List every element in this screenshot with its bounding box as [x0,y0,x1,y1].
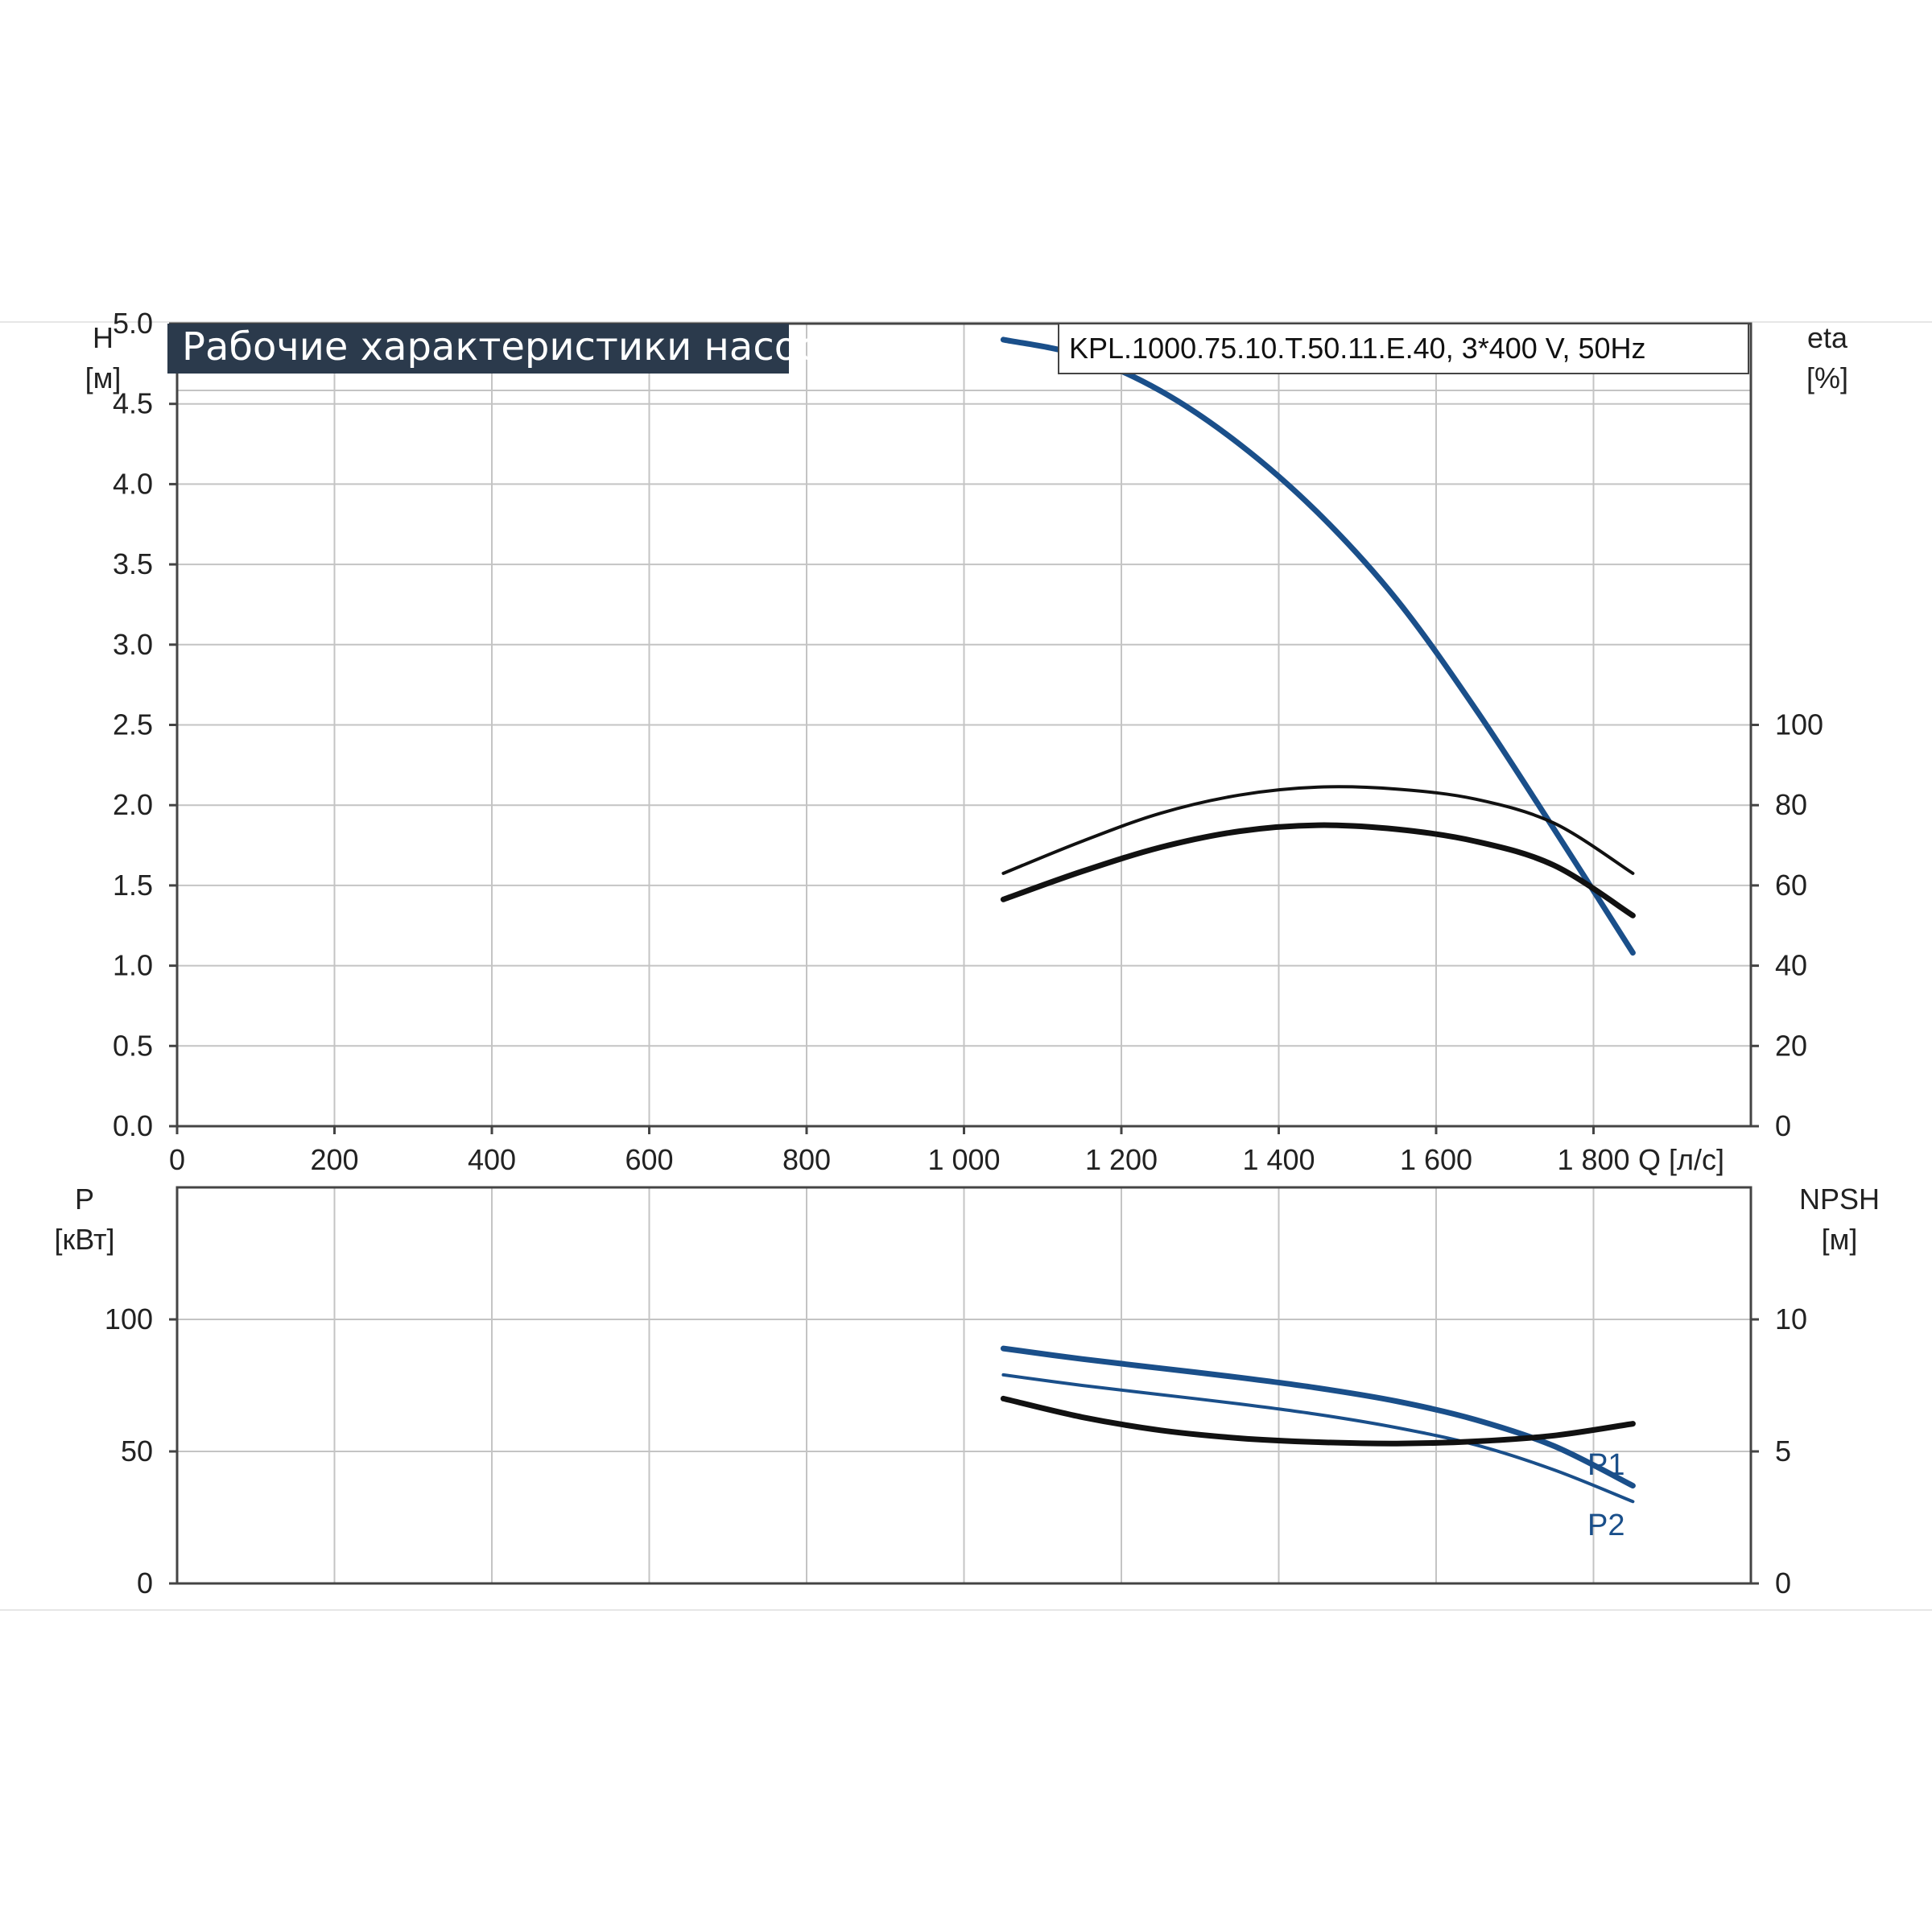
series-label-p2: P2 [1587,1509,1624,1542]
lower-plot-grid [169,1187,1759,1585]
upper-plot-grid [169,322,1759,1134]
lower-y-tick-label: 50 [121,1435,153,1468]
lower-y-tick-label: 100 [105,1302,153,1335]
x-tick-label: 200 [310,1143,358,1176]
lower-y-tick-label: 0 [137,1567,153,1600]
lower-series-line-2 [1000,1395,1636,1447]
series-label-p1: P1 [1587,1448,1624,1482]
upper-y-tick-label: 3.5 [113,547,153,580]
upper-y2-tick-label: 60 [1775,869,1807,902]
lower-y2-tick-label: 10 [1775,1302,1807,1335]
upper-y-tick-label: 2.0 [113,788,153,821]
lower-y-axis-unit: [кВт] [54,1223,114,1256]
upper-y-tick-label: 1.0 [113,949,153,982]
upper-y-tick-label: 0.0 [113,1109,153,1142]
x-tick-label: 1 000 [927,1143,1000,1176]
x-tick-label: 1 200 [1085,1143,1158,1176]
lower-y2-tick-label: 0 [1775,1567,1791,1600]
upper-y2-axis-label: eta [1807,321,1848,354]
upper-y-tick-label: 4.5 [113,387,153,420]
x-tick-label: 1 400 [1242,1143,1315,1176]
upper-y-tick-label: 2.5 [113,708,153,741]
upper-y-tick-label: 3.0 [113,628,153,661]
x-tick-label: 400 [468,1143,516,1176]
lower-y2-axis-label: NPSH [1799,1183,1880,1216]
chart-title-banner [167,324,789,374]
upper-series-line-2 [1000,822,1636,919]
x-tick-label: 1 800 [1557,1143,1629,1176]
upper-y-axis-label: H [93,321,114,354]
lower-y-axis-label: P [75,1183,94,1216]
upper-y-tick-label: 0.5 [113,1029,153,1062]
lower-series-line-p2 [1001,1373,1635,1504]
upper-plot-frame [175,322,1752,1128]
model-box [1058,323,1749,374]
upper-y2-axis-unit: [%] [1806,361,1848,394]
lower-y2-axis-unit: [м] [1822,1223,1858,1256]
upper-y-tick-label: 5.0 [113,307,153,340]
upper-y2-tick-label: 40 [1775,949,1807,982]
upper-y2-tick-label: 0 [1775,1109,1791,1142]
lower-y2-tick-label: 5 [1775,1435,1791,1468]
upper-y2-tick-label: 100 [1775,708,1823,741]
x-axis-label: Q [л/с] [1638,1143,1724,1176]
x-tick-label: 1 600 [1400,1143,1472,1176]
upper-y2-tick-label: 80 [1775,788,1807,821]
x-tick-label: 600 [625,1143,673,1176]
upper-y2-tick-label: 20 [1775,1029,1807,1062]
upper-series-group [1000,336,1636,956]
x-tick-label: 800 [782,1143,831,1176]
pump-model-label: KPL.1000.75.10.T.50.11.E.40, 3*400 V, 50… [1069,332,1646,365]
upper-y-axis-unit: [м] [85,361,122,394]
axis-text-group: 0 200 400 600 800 1 000 1 200 1 400 1 600 1 8000.… [105,307,1823,1600]
lower-plot-frame [175,1186,1752,1585]
lower-series-group [1000,1345,1636,1504]
upper-y-tick-label: 4.0 [113,467,153,500]
upper-y-tick-label: 1.5 [113,869,153,902]
chart-title: Рабочие характеристики насоса [182,324,843,369]
x-tick-label: 0 [169,1143,185,1176]
upper-series-line-1 [1001,785,1635,875]
